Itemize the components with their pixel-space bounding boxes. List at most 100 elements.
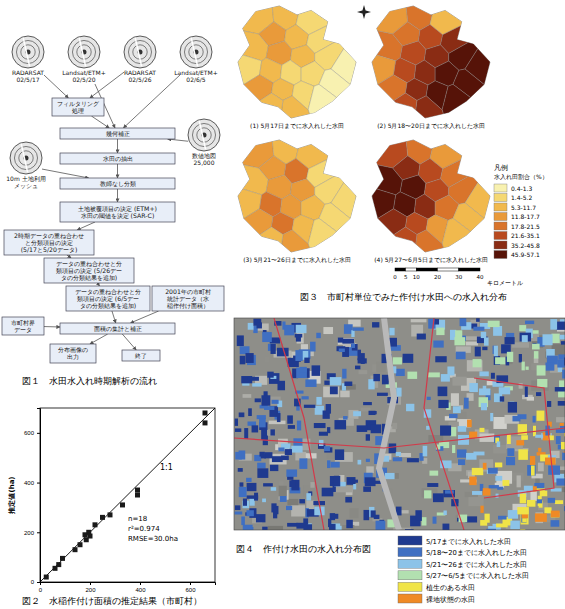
image-urban-block [452, 377, 466, 386]
annotation: n=18 [128, 515, 147, 523]
image-urban-block [287, 499, 298, 505]
image-paddy-patch [327, 460, 330, 468]
y-tick: 0 [31, 579, 40, 585]
image-paddy-patch [372, 322, 379, 327]
image-paddy-patch [376, 521, 386, 530]
map: (2) 5月18〜20日までに水入れした水田 [372, 6, 490, 129]
map-outline [372, 6, 490, 118]
map-regions [238, 140, 356, 252]
image-paddy-patch [291, 446, 302, 453]
point [60, 556, 65, 561]
image-paddy-patch [469, 477, 476, 486]
disk-gleam [79, 38, 85, 67]
image-paddy-patch [556, 436, 561, 444]
image-paddy-patch [351, 343, 355, 348]
disk-label: 数値地図 [192, 152, 216, 159]
image-urban-block [538, 463, 544, 472]
process-box: 面積の集計と補正 [60, 323, 175, 334]
image-paddy-patch [548, 498, 555, 503]
region [238, 93, 283, 118]
image-paddy-patch [496, 524, 508, 528]
plot-marks [40, 408, 215, 582]
image-road [234, 428, 565, 448]
disk-label: 02/6/5 [186, 76, 205, 83]
image-paddy-patch [259, 418, 266, 427]
image-river [379, 318, 399, 530]
legend-swatch [494, 203, 507, 211]
image-paddy-patch [299, 458, 307, 469]
region [430, 140, 490, 169]
image-urban-block [335, 486, 352, 492]
image-paddy-patch [555, 500, 563, 504]
image-paddy-patch [453, 406, 461, 413]
y-tick-label: 600 [24, 430, 35, 436]
image-paddy-patch [556, 478, 565, 485]
image-paddy-patch [235, 511, 243, 514]
x-tick-mark [90, 582, 91, 585]
image-paddy-patch [243, 499, 247, 506]
point [56, 562, 61, 567]
image-paddy-patch [335, 449, 344, 460]
legend-label: 1.4-5.2 [511, 194, 532, 201]
image-background [234, 318, 565, 530]
map-caption: (4) 5月27〜6月5日までに水入れした水田 [374, 256, 488, 263]
image-paddy-patch [301, 396, 308, 399]
image-urban-block [562, 487, 565, 492]
region [238, 227, 283, 252]
image-paddy-patch [396, 369, 405, 376]
image-paddy-patch [357, 350, 360, 360]
image-paddy-patch [435, 356, 446, 362]
image-paddy-patch [365, 477, 376, 486]
box-label: 土地被覆項目の決定 (ETM+) [78, 205, 157, 212]
map: (1) 5月17日までに水入れした水田 [238, 6, 356, 129]
x-tick: 600 [185, 582, 196, 593]
image-paddy-patch [371, 411, 376, 414]
image-paddy-patch [440, 425, 451, 435]
image-paddy-patch [560, 335, 565, 340]
image-paddy-patch [558, 401, 565, 406]
image-paddy-patch [316, 397, 321, 405]
data-disk: RADARSAT02/5/26 [124, 36, 156, 83]
image-paddy-patch [353, 411, 361, 416]
disk-label: 02/5/20 [72, 76, 95, 83]
image-paddy-patch [520, 333, 532, 342]
region [308, 218, 356, 252]
legend-title: 凡例 [494, 164, 508, 172]
image-paddy-patch [353, 484, 356, 489]
process-box: フィルタリング処理 [52, 98, 104, 116]
image-paddy-patch [271, 344, 276, 354]
process-box: 2001年の市町村統計データ（水稲作付け面積） [152, 286, 224, 311]
legend-label: 5.3-11.7 [511, 204, 536, 211]
y-axis-title: 推定値(ha) [7, 476, 16, 514]
image-paddy-patch [551, 511, 560, 518]
process-box: データの重ね合わせと分類項目の決定 (6/5データの分類結果を追加) [66, 286, 150, 311]
image-paddy-patch [427, 483, 438, 487]
box-label: データ [14, 326, 32, 333]
legend-swatch [398, 582, 422, 591]
image-paddy-patch [490, 413, 493, 421]
image-paddy-patch [436, 328, 444, 335]
image-paddy-patch [517, 507, 529, 514]
image-paddy-patch [353, 327, 364, 330]
image-paddy-patch [289, 480, 295, 487]
legend-label: 35.2-45.8 [511, 242, 540, 249]
image-paddy-patch [407, 458, 419, 462]
x-tick: 400 [135, 582, 146, 593]
legend-swatch [398, 536, 422, 545]
image-paddy-patch [519, 325, 526, 331]
point [120, 502, 125, 507]
image-paddy-patch [538, 448, 541, 452]
image-urban-block [359, 370, 368, 374]
image-paddy-patch [537, 379, 547, 387]
y-axis: 0200400600 [24, 409, 41, 586]
image-paddy-patch [545, 363, 554, 371]
scale-label: 20 [434, 274, 441, 280]
image-paddy-patch [531, 466, 535, 476]
image-paddy-patch [484, 337, 489, 345]
legend-swatch [494, 194, 507, 202]
image-paddy-patch [281, 456, 289, 460]
image-paddy-patch [561, 341, 565, 345]
image-paddy-patch [389, 443, 397, 453]
image-paddy-patch [393, 357, 402, 364]
image-paddy-patch [443, 511, 446, 515]
